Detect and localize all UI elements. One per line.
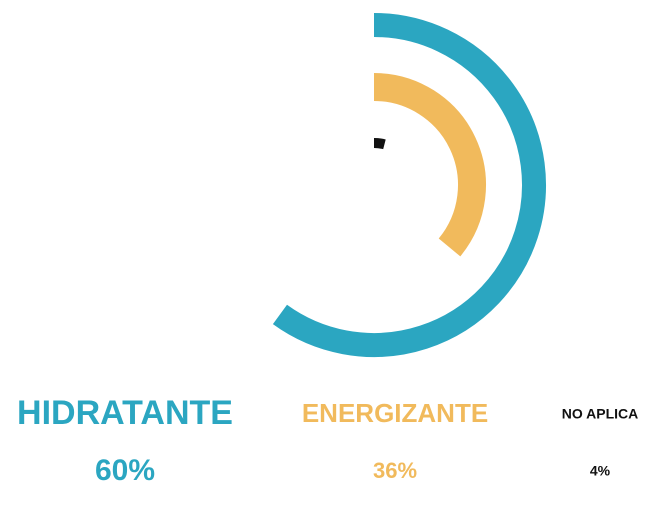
value-label: 60% <box>95 454 155 487</box>
ring-arc <box>373 73 486 257</box>
category-label: HIDRATANTE <box>17 394 233 432</box>
ring-arc <box>373 138 386 150</box>
category-label: ENERGIZANTE <box>302 398 488 428</box>
value-label: 36% <box>373 458 417 483</box>
value-label: 4% <box>590 463 611 479</box>
ring-arc <box>272 13 546 357</box>
category-label: NO APLICA <box>562 406 638 422</box>
